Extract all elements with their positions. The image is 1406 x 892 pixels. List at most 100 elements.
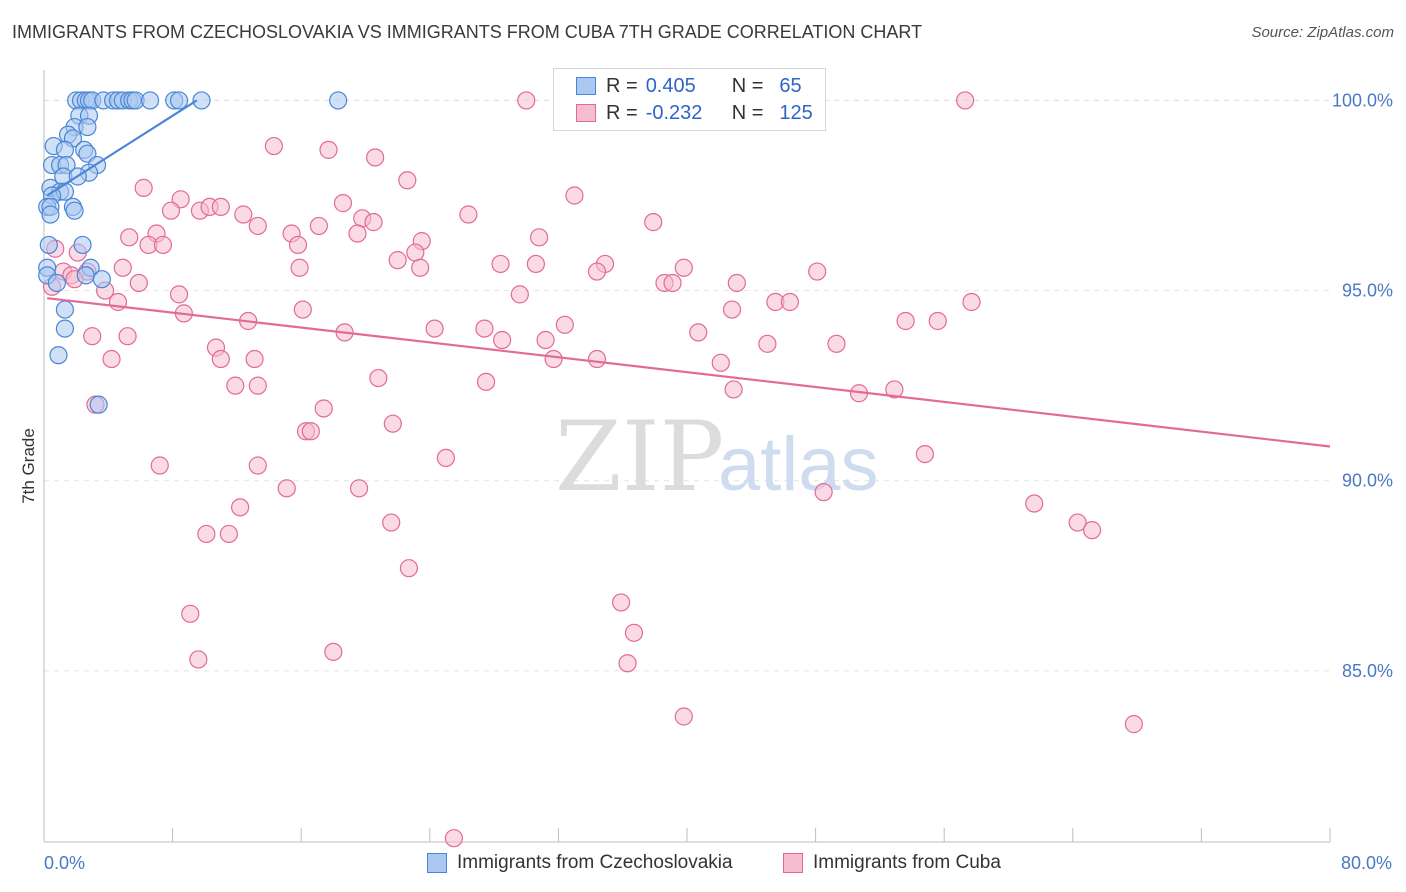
data-point-czechoslovakia (65, 201, 84, 220)
series-name-cuba: Immigrants from Cuba (813, 852, 1001, 873)
data-point-cuba (231, 498, 250, 517)
data-point-cuba (587, 262, 607, 281)
correlation-legend: R = 0.405 N = 65 R = -0.232 N = 125 (553, 68, 826, 131)
data-point-cuba (161, 201, 181, 220)
trend-line-czechoslovakia (46, 99, 198, 197)
data-point-cuba (758, 334, 777, 353)
data-point-cuba (526, 254, 545, 274)
data-point-cuba (475, 319, 494, 338)
data-point-cuba (319, 140, 338, 159)
data-point-cuba (245, 349, 264, 369)
series-swatch-cuba (783, 853, 803, 873)
data-point-cuba (644, 213, 663, 232)
data-point-cuba (399, 559, 419, 578)
data-point-cuba (364, 213, 383, 232)
data-point-cuba (674, 258, 693, 277)
data-point-czechoslovakia (140, 91, 160, 110)
data-point-czechoslovakia (41, 205, 60, 224)
data-point-czechoslovakia (78, 117, 97, 137)
chart-title: IMMIGRANTS FROM CZECHOSLOVAKIA VS IMMIGR… (12, 22, 923, 42)
data-point-cuba (444, 829, 464, 848)
data-point-cuba (544, 349, 563, 369)
legend-r-value-cuba: -0.232 (645, 101, 703, 124)
data-point-czechoslovakia (39, 235, 58, 255)
data-point-cuba (425, 319, 444, 338)
data-point-cuba (301, 422, 320, 441)
chart-source: Source: ZipAtlas.com (1251, 24, 1394, 41)
data-point-cuba (406, 243, 425, 262)
data-point-czechoslovakia (92, 270, 111, 289)
data-point-cuba (83, 327, 102, 346)
data-point-cuba (388, 251, 407, 270)
data-point-cuba (382, 513, 401, 532)
data-point-cuba (118, 327, 137, 346)
data-point-cuba (398, 171, 417, 190)
legend-n-value-cuba: 125 (779, 101, 813, 124)
data-point-cuba (618, 654, 637, 673)
legend-row-cuba: R = -0.232 N = 125 (576, 100, 813, 126)
data-point-cuba (349, 479, 369, 498)
data-point-cuba (248, 376, 267, 395)
legend-swatch-cuba (576, 104, 596, 122)
data-point-cuba (129, 273, 148, 293)
trend-line-cuba (47, 297, 1331, 448)
data-point-cuba (565, 186, 584, 205)
data-point-czechoslovakia (169, 91, 189, 110)
data-point-cuba (153, 235, 173, 255)
data-point-cuba (436, 448, 455, 468)
data-point-cuba (314, 399, 333, 418)
data-point-cuba (288, 235, 308, 255)
data-point-cuba (814, 483, 833, 502)
data-point-cuba (366, 148, 385, 167)
x-tick-label-min: 0.0% (44, 853, 85, 873)
series-legend-czechoslovakia: Immigrants from Czechoslovakia (427, 852, 733, 874)
data-point-czechoslovakia (73, 235, 92, 255)
data-point-cuba (383, 414, 402, 433)
y-tick-label: 85.0% (1342, 661, 1393, 681)
data-point-cuba (169, 285, 189, 304)
data-point-czechoslovakia (192, 91, 211, 110)
legend-swatch-czechoslovakia (576, 77, 596, 95)
data-point-cuba (309, 216, 328, 236)
data-point-cuba (369, 368, 388, 388)
data-point-czechoslovakia (329, 91, 348, 110)
data-point-cuba (348, 224, 367, 243)
data-point-cuba (896, 311, 915, 331)
data-point-cuba (248, 216, 267, 236)
series-czechoslovakia-points (38, 91, 348, 414)
legend-r-label: R = (606, 101, 638, 124)
data-point-czechoslovakia (76, 266, 95, 285)
data-point-cuba (333, 194, 353, 213)
data-point-cuba (689, 323, 708, 342)
data-point-cuba (611, 593, 631, 612)
y-tick-label: 100.0% (1332, 90, 1393, 110)
data-point-cuba (1068, 513, 1087, 532)
y-tick-label: 95.0% (1342, 281, 1393, 301)
data-point-czechoslovakia (55, 300, 74, 319)
legend-n-value-czechoslovakia: 65 (779, 74, 802, 97)
data-point-cuba (277, 479, 296, 498)
data-point-cuba (102, 349, 121, 369)
data-point-cuba (476, 372, 496, 391)
trend-lines (46, 99, 1331, 448)
data-point-cuba (962, 292, 981, 312)
watermark-atlas: atlas (718, 422, 879, 507)
data-point-cuba (248, 456, 267, 475)
data-point-cuba (211, 197, 230, 217)
data-point-cuba (536, 330, 555, 350)
data-point-cuba (120, 228, 139, 247)
data-point-cuba (290, 258, 309, 277)
data-point-cuba (493, 330, 512, 350)
data-point-cuba (928, 311, 947, 331)
legend-r-value-czechoslovakia: 0.405 (645, 74, 696, 97)
data-point-cuba (197, 524, 216, 544)
data-point-cuba (711, 353, 730, 372)
data-point-cuba (150, 456, 169, 475)
legend-n-label: N = (731, 101, 764, 124)
data-point-cuba (234, 205, 253, 224)
x-tick-label-max: 80.0% (1341, 853, 1392, 873)
data-point-cuba (674, 707, 693, 726)
data-point-cuba (530, 228, 549, 247)
data-point-cuba (780, 292, 799, 312)
